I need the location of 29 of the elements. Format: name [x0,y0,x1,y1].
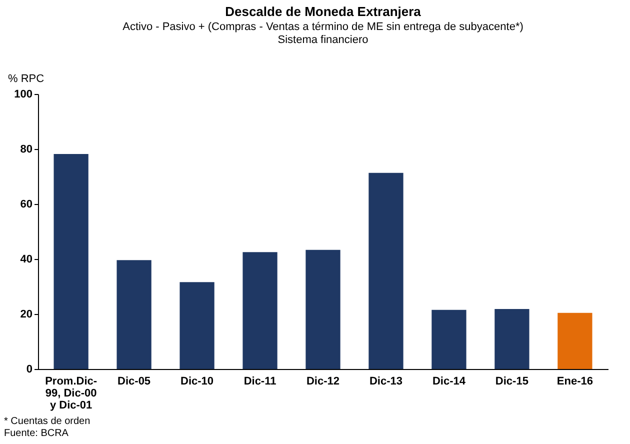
y-tick-label: 80 [20,144,32,156]
bar [242,252,278,369]
source-note: Fuente: BCRA [4,428,70,440]
chart-subtitle: Activo - Pasivo + (Compras - Ventas a término de ME sin entrega de subyacente*) Sistema financiero [122,21,524,46]
y-tick-label: 20 [20,308,32,320]
y-tick-label: 40 [20,254,32,266]
y-tick-label: 100 [14,88,32,100]
x-tick-label: Dic-10 [180,376,214,388]
y-tick-label: 60 [20,198,32,210]
bar [558,312,592,369]
x-tick-label: Dic-11 [244,376,276,388]
x-tick-label: Dic-15 [495,376,528,388]
y-tick-label: 0 [26,364,32,376]
bar [368,172,404,369]
x-tick-label: Dic-14 [432,376,466,388]
bar [54,154,88,369]
x-tick-label: Ene-16 [556,376,593,388]
text: * Cuentas de orden [4,416,90,428]
chart-title: Descalde de Moneda Extranjera [225,4,422,19]
x-tick-label: Dic-05 [118,376,151,388]
bar [432,310,466,369]
bar [306,250,340,369]
x-tick-label: Dic-13 [369,376,402,388]
x-tick-label: Prom.Dic-99, Dic-00 y Dic-01 [45,376,98,412]
bar [116,260,152,369]
bar [180,282,214,369]
x-tick-label: Dic-12 [306,376,340,388]
y-axis-title: % RPC [8,73,44,85]
bar [494,309,530,369]
